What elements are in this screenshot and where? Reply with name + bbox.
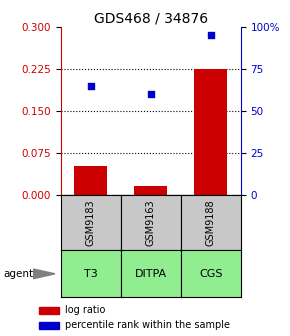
Text: GSM9163: GSM9163 <box>146 199 156 246</box>
Point <box>88 83 93 88</box>
Title: GDS468 / 34876: GDS468 / 34876 <box>94 12 208 26</box>
Bar <box>74 166 107 195</box>
Text: GSM9188: GSM9188 <box>206 199 216 246</box>
Text: agent: agent <box>3 269 33 279</box>
Bar <box>134 186 167 195</box>
Bar <box>39 322 59 329</box>
Polygon shape <box>33 269 55 279</box>
Bar <box>39 307 59 314</box>
Bar <box>194 69 227 195</box>
Text: log ratio: log ratio <box>65 305 105 315</box>
Text: DITPA: DITPA <box>135 269 167 279</box>
Point <box>148 91 153 97</box>
Text: percentile rank within the sample: percentile rank within the sample <box>65 320 230 330</box>
Point <box>209 33 213 38</box>
Text: CGS: CGS <box>199 269 222 279</box>
Text: T3: T3 <box>84 269 98 279</box>
Text: GSM9183: GSM9183 <box>86 199 96 246</box>
